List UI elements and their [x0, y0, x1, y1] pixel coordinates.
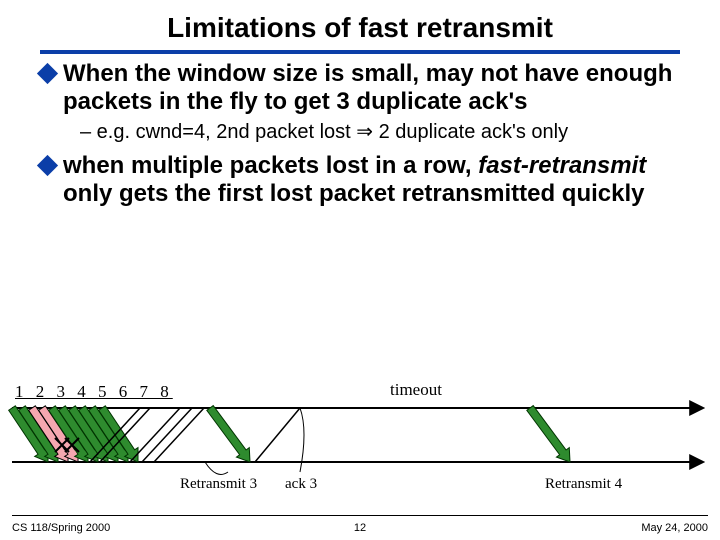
footer-rule [12, 515, 708, 516]
bullet-2-before: multiple packets lost in a row, [124, 152, 478, 179]
bullet-1-rest: the window size is small, may not have e… [63, 60, 672, 115]
footer-left: CS 118/Spring 2000 [12, 522, 110, 534]
footer-right: May 24, 2000 [641, 522, 708, 534]
sub-bullet-1: – e.g. cwnd=4, 2nd packet lost ⇒ 2 dupli… [80, 121, 690, 144]
diamond-icon [37, 63, 58, 84]
timeline-diagram: 1 2 3 4 5 6 7 8 timeout Retransmit 3 ack… [0, 390, 720, 500]
bullet-2-after: only gets the first lost packet retransm… [63, 180, 644, 207]
bullet-2-prefix: when [63, 152, 124, 179]
bullet-1-text: When the window size is small, may not h… [63, 60, 690, 115]
content-area: When the window size is small, may not h… [0, 60, 720, 207]
bullet-1-prefix: When [63, 60, 128, 87]
diagram-svg [0, 390, 720, 510]
diamond-icon [37, 155, 58, 176]
bullet-2: when multiple packets lost in a row, fas… [40, 152, 690, 207]
slide-title: Limitations of fast retransmit [0, 0, 720, 50]
bullet-2-text: when multiple packets lost in a row, fas… [63, 152, 690, 207]
footer-page-number: 12 [354, 522, 366, 534]
title-underline [40, 50, 680, 54]
bullet-2-italic: fast-retransmit [478, 152, 646, 179]
bullet-1: When the window size is small, may not h… [40, 60, 690, 115]
